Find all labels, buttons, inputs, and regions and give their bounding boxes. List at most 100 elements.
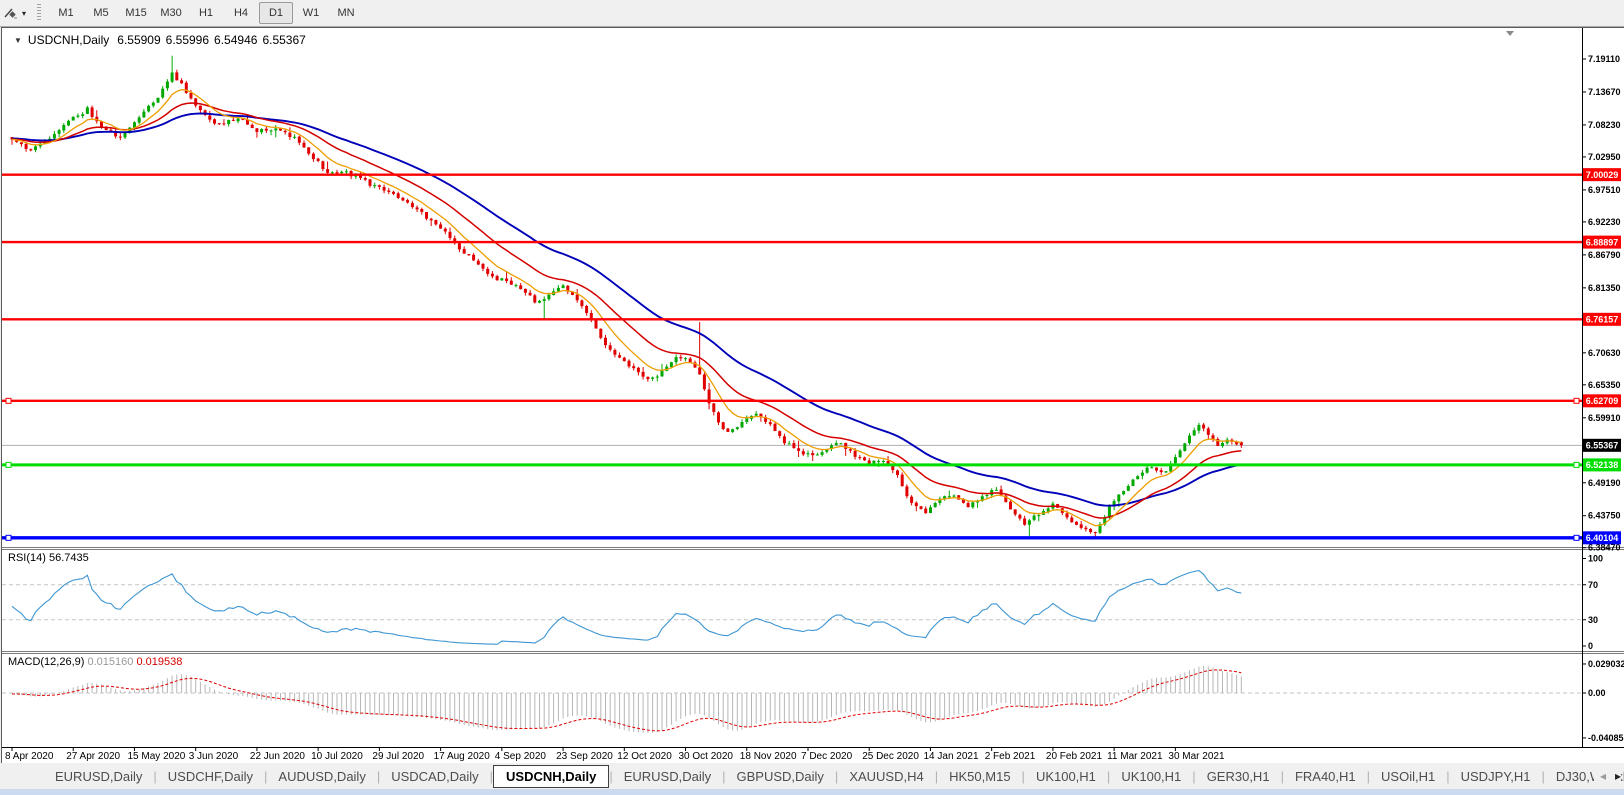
candle-body	[406, 200, 410, 203]
timeframe-w1[interactable]: W1	[302, 7, 320, 19]
tab-usoil-h1[interactable]: USOil,H1	[1381, 768, 1436, 784]
tab-audusd-daily[interactable]: AUDUSD,Daily	[278, 768, 366, 784]
candle-body	[754, 413, 758, 416]
candle-body	[1112, 501, 1116, 507]
date-label[interactable]: 14 Jan 2021	[924, 751, 979, 762]
price-axis-label: 6.81350	[1588, 283, 1621, 293]
candle-body	[410, 202, 414, 208]
date-label[interactable]: 11 Mar 2021	[1107, 751, 1163, 762]
candle-body	[1239, 442, 1243, 446]
line-handle[interactable]	[5, 461, 12, 468]
candle-body	[872, 460, 876, 464]
tab-scroll-left-icon[interactable]: ◂	[1599, 769, 1606, 783]
date-label[interactable]: 8 Apr 2020	[5, 751, 54, 762]
candle-body	[806, 453, 810, 455]
tab-gbpusd-daily[interactable]: GBPUSD,Daily	[736, 768, 824, 784]
rsi-axis-label: 30	[1588, 615, 1598, 625]
status-strip	[0, 789, 1624, 795]
timeframe-m1[interactable]: M1	[58, 7, 74, 19]
date-label[interactable]: 30 Oct 2020	[679, 751, 734, 762]
date-label[interactable]: 17 Aug 2020	[434, 751, 491, 762]
tab-uk100-h1[interactable]: UK100,H1	[1121, 768, 1182, 784]
date-label[interactable]: 2 Feb 2021	[985, 751, 1036, 762]
tab-separator: |	[264, 768, 268, 784]
tab-usdchf-daily[interactable]: USDCHF,Daily	[167, 768, 254, 784]
tab-usdjpy-h1[interactable]: USDJPY,H1	[1460, 768, 1531, 784]
timeframe-mn[interactable]: MN	[337, 7, 355, 19]
candle-body	[387, 190, 391, 192]
price-axis-label: 6.43750	[1588, 511, 1621, 521]
low-value: 6.54946	[214, 33, 258, 47]
candle-body	[905, 486, 909, 497]
date-label[interactable]: 20 Feb 2021	[1046, 751, 1103, 762]
candle-body	[184, 82, 188, 93]
date-label[interactable]: 10 Jul 2020	[311, 751, 363, 762]
timeframe-d1[interactable]: D1	[259, 2, 294, 24]
candle-body	[1206, 428, 1210, 435]
candle-body	[538, 300, 541, 303]
candle-body	[1183, 443, 1187, 451]
tab-eurusd-daily[interactable]: EURUSD,Daily	[623, 768, 712, 784]
line-handle[interactable]	[1573, 461, 1580, 468]
chart-shift-marker[interactable]	[1506, 31, 1514, 36]
toolbar-grip[interactable]	[37, 4, 42, 22]
timeframe-h1[interactable]: H1	[198, 7, 214, 19]
tab-separator: |	[609, 768, 613, 784]
candle-body	[165, 81, 169, 89]
date-label[interactable]: 30 Mar 2021	[1168, 751, 1225, 762]
tab-hk50-m15[interactable]: HK50,M15	[949, 768, 1011, 784]
tab-usdcad-daily[interactable]: USDCAD,Daily	[391, 768, 479, 784]
tab-separator: |	[1280, 768, 1284, 784]
tab-eurusd-daily[interactable]: EURUSD,Daily	[55, 768, 143, 784]
candle-body	[29, 149, 33, 151]
candle-body	[1084, 527, 1088, 530]
date-label[interactable]: 3 Jun 2020	[189, 751, 239, 762]
candle-body	[1192, 430, 1196, 436]
candle-body	[392, 191, 395, 194]
line-handle[interactable]	[1573, 397, 1580, 404]
timeframe-m30[interactable]: M30	[160, 7, 182, 19]
date-label[interactable]: 22 Jun 2020	[250, 751, 305, 762]
tab-uk100-h1[interactable]: UK100,H1	[1035, 768, 1096, 784]
candle-body	[759, 413, 763, 417]
candle-body	[1202, 424, 1206, 429]
tab-usdcnh-daily[interactable]: USDCNH,Daily	[493, 764, 610, 788]
date-label[interactable]: 29 Jul 2020	[372, 751, 424, 762]
tool-dropdown-caret-icon[interactable]: ▾	[22, 8, 27, 18]
candle-body	[1065, 513, 1069, 518]
candle-body	[1131, 479, 1135, 486]
collapse-icon[interactable]: ▼	[14, 35, 22, 45]
date-label[interactable]: 25 Dec 2020	[862, 751, 919, 762]
date-label[interactable]: 12 Oct 2020	[617, 751, 672, 762]
candle-body	[147, 105, 151, 112]
price-axis-label: 6.70630	[1588, 348, 1621, 358]
tab-scroll-right-icon[interactable]: ▸	[1614, 769, 1621, 783]
timeframe-m5[interactable]: M5	[93, 7, 109, 19]
date-label[interactable]: 27 Apr 2020	[66, 751, 120, 762]
candle-body	[797, 448, 801, 451]
candle-body	[1070, 517, 1074, 523]
line-handle[interactable]	[5, 397, 12, 404]
date-label[interactable]: 4 Sep 2020	[495, 751, 547, 762]
date-label[interactable]: 23 Sep 2020	[556, 751, 613, 762]
line-handle[interactable]	[1573, 534, 1580, 541]
candle-body	[382, 187, 386, 191]
candle-body	[1150, 467, 1154, 469]
cursor-tool-icon[interactable]	[1, 4, 21, 22]
timeframe-h4[interactable]: H4	[233, 7, 249, 19]
timeframe-m15[interactable]: M15	[125, 7, 147, 19]
hline-price-badge	[1583, 394, 1621, 408]
candle-body	[533, 295, 537, 303]
high-value: 6.55996	[165, 33, 210, 47]
price-axis-label: 6.65350	[1588, 380, 1621, 390]
tab-xauusd-h4[interactable]: XAUUSD,H4	[849, 768, 924, 784]
tab-ger30-h1[interactable]: GER30,H1	[1206, 768, 1270, 784]
date-label[interactable]: 7 Dec 2020	[801, 751, 853, 762]
candle-body	[566, 285, 570, 292]
tab-fra40-h1[interactable]: FRA40,H1	[1294, 768, 1356, 784]
date-label[interactable]: 18 Nov 2020	[740, 751, 797, 762]
date-label[interactable]: 15 May 2020	[128, 751, 186, 762]
hline-price-badge	[1583, 168, 1621, 182]
line-handle[interactable]	[5, 534, 12, 541]
candle-body	[669, 362, 673, 368]
